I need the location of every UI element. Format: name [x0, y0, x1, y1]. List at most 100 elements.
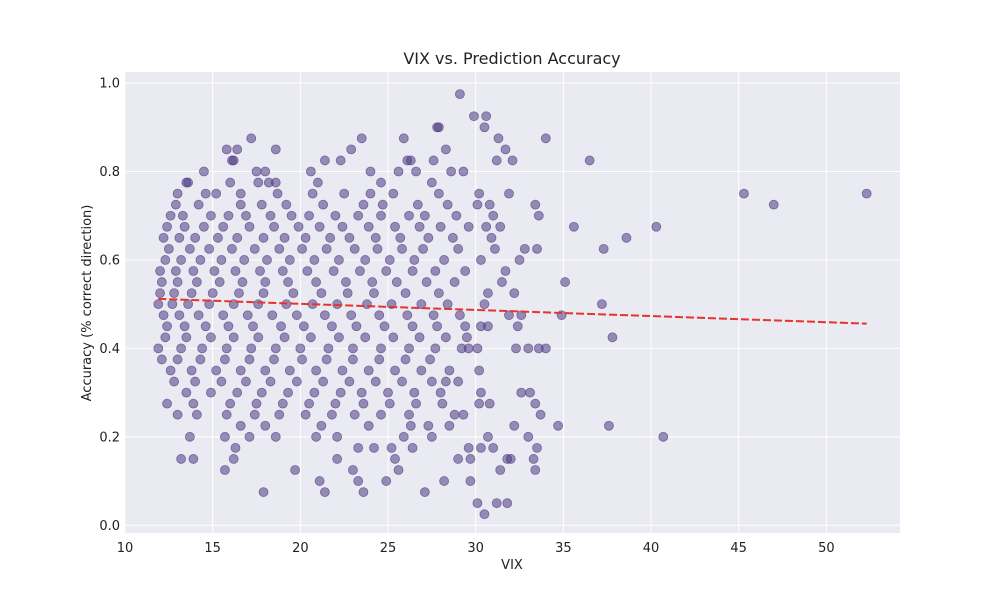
data-point — [489, 211, 498, 220]
data-point — [161, 255, 170, 264]
data-point — [364, 222, 373, 231]
data-point — [464, 222, 473, 231]
data-point — [320, 311, 329, 320]
data-point — [382, 266, 391, 275]
data-point — [278, 399, 287, 408]
data-point — [391, 454, 400, 463]
data-point — [494, 134, 503, 143]
data-point — [220, 432, 229, 441]
data-point — [454, 377, 463, 386]
data-point — [510, 289, 519, 298]
data-point — [233, 233, 242, 242]
data-point — [201, 189, 210, 198]
data-point — [476, 388, 485, 397]
data-point — [182, 388, 191, 397]
data-point — [189, 454, 198, 463]
data-point — [196, 255, 205, 264]
data-point — [366, 189, 375, 198]
data-point — [361, 333, 370, 342]
data-point — [278, 266, 287, 275]
data-point — [408, 443, 417, 452]
data-point — [501, 145, 510, 154]
data-point — [273, 189, 282, 198]
data-point — [413, 200, 422, 209]
data-point — [375, 311, 384, 320]
data-point — [171, 266, 180, 275]
data-point — [485, 399, 494, 408]
data-point — [205, 244, 214, 253]
data-point — [464, 344, 473, 353]
data-point — [461, 266, 470, 275]
data-point — [315, 477, 324, 486]
data-point — [191, 233, 200, 242]
data-point — [282, 200, 291, 209]
data-point — [231, 443, 240, 452]
data-point — [252, 399, 261, 408]
data-point — [410, 388, 419, 397]
data-point — [247, 344, 256, 353]
x-tick-label: 45 — [730, 541, 747, 556]
data-point — [431, 266, 440, 275]
data-point — [419, 244, 428, 253]
data-point — [161, 333, 170, 342]
data-point — [170, 377, 179, 386]
data-point — [180, 322, 189, 331]
data-point — [185, 244, 194, 253]
data-point — [415, 222, 424, 231]
data-point — [217, 255, 226, 264]
data-point — [317, 289, 326, 298]
data-point — [427, 178, 436, 187]
data-point — [480, 123, 489, 132]
data-point — [441, 377, 450, 386]
data-point — [182, 333, 191, 342]
data-point — [533, 244, 542, 253]
data-point — [389, 333, 398, 342]
data-point — [403, 311, 412, 320]
data-point — [466, 454, 475, 463]
data-point — [194, 200, 203, 209]
data-point — [487, 233, 496, 242]
data-point — [243, 311, 252, 320]
data-point — [296, 344, 305, 353]
data-point — [252, 167, 261, 176]
data-point — [608, 333, 617, 342]
data-point — [450, 410, 459, 419]
data-point — [445, 366, 454, 375]
data-point — [164, 244, 173, 253]
data-point — [427, 377, 436, 386]
data-point — [306, 167, 315, 176]
data-point — [306, 333, 315, 342]
data-point — [240, 255, 249, 264]
data-point — [266, 377, 275, 386]
data-point — [436, 388, 445, 397]
data-point — [384, 388, 393, 397]
data-point — [340, 189, 349, 198]
data-point — [327, 322, 336, 331]
data-point — [292, 377, 301, 386]
data-point — [250, 244, 259, 253]
data-point — [206, 388, 215, 397]
data-point — [375, 355, 384, 364]
data-point — [177, 344, 186, 353]
data-point — [192, 410, 201, 419]
x-tick-label: 10 — [117, 541, 134, 556]
data-point — [485, 200, 494, 209]
data-point — [534, 211, 543, 220]
data-point — [226, 178, 235, 187]
data-point — [561, 278, 570, 287]
data-point — [301, 233, 310, 242]
data-point — [533, 443, 542, 452]
data-point — [259, 289, 268, 298]
data-point — [261, 366, 270, 375]
data-point — [475, 189, 484, 198]
data-point — [333, 432, 342, 441]
data-point — [373, 244, 382, 253]
y-tick-label: 0.8 — [99, 165, 120, 180]
data-point — [173, 278, 182, 287]
data-point — [354, 477, 363, 486]
data-point — [220, 355, 229, 364]
y-tick-label: 0.4 — [99, 342, 120, 357]
data-point — [359, 399, 368, 408]
data-point — [206, 333, 215, 342]
data-point — [247, 134, 256, 143]
